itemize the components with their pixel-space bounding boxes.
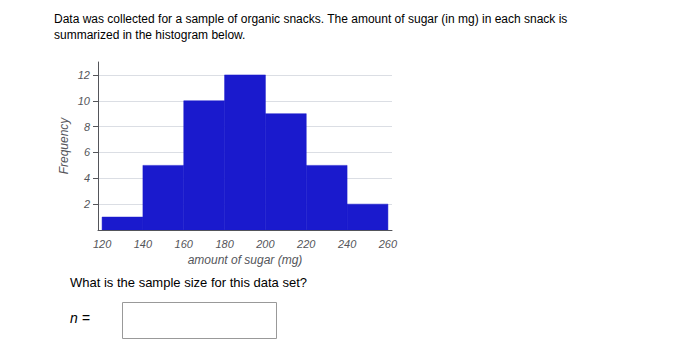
svg-text:260: 260 (378, 238, 398, 250)
svg-text:8: 8 (84, 121, 91, 133)
svg-text:180: 180 (215, 238, 234, 250)
svg-text:What is the sample size for th: What is the sample size for this data se… (70, 275, 307, 290)
svg-text:Data was collected for a sampl: Data was collected for a sample of organ… (54, 12, 567, 26)
svg-text:6: 6 (84, 146, 91, 158)
svg-text:4: 4 (84, 172, 90, 184)
svg-text:160: 160 (175, 238, 194, 250)
svg-text:Frequency: Frequency (57, 117, 71, 175)
svg-text:140: 140 (134, 238, 153, 250)
svg-text:120: 120 (93, 238, 112, 250)
svg-text:summarized in the histogram be: summarized in the histogram below. (54, 28, 245, 42)
svg-text:12: 12 (78, 69, 90, 81)
svg-text:2: 2 (83, 198, 90, 210)
svg-text:200: 200 (255, 238, 275, 250)
svg-text:amount of sugar (mg): amount of sugar (mg) (188, 253, 303, 267)
svg-text:220: 220 (296, 238, 316, 250)
svg-text:n =: n = (70, 310, 90, 326)
svg-text:10: 10 (78, 95, 91, 107)
svg-text:240: 240 (337, 238, 357, 250)
